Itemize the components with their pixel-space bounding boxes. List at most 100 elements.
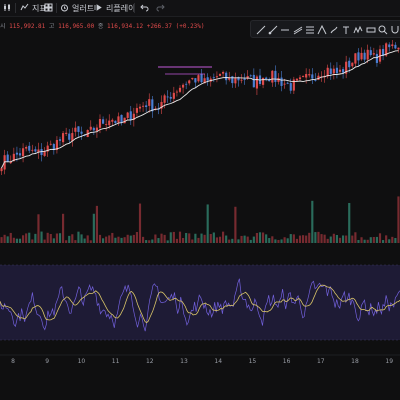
- volume-bar: [108, 235, 111, 243]
- candle-body: [274, 70, 277, 82]
- volume-bar: [92, 213, 95, 243]
- candle-body: [80, 131, 83, 134]
- candle-body: [305, 74, 308, 78]
- candle-body: [338, 69, 342, 72]
- candle-body: [157, 109, 160, 110]
- channel-button[interactable]: [293, 23, 303, 35]
- volume-bar: [89, 240, 92, 243]
- candle-body: [197, 75, 200, 82]
- measure-button[interactable]: [366, 23, 376, 35]
- ray-button[interactable]: [268, 23, 278, 35]
- magnet-button[interactable]: [390, 23, 400, 35]
- candle-body: [6, 154, 9, 162]
- x-tick-label: 10: [78, 358, 86, 365]
- candle-body: [314, 79, 317, 81]
- chart-type-button[interactable]: [3, 2, 12, 14]
- volume-bar: [262, 232, 265, 243]
- change-value: +266.37 (+0.23%): [146, 23, 205, 30]
- volume-bar: [22, 235, 25, 243]
- volume-bar: [169, 232, 172, 243]
- x-tick-label: 16: [283, 358, 291, 365]
- volume-bar: [129, 235, 132, 243]
- trend-line-button[interactable]: [256, 23, 266, 35]
- candle-body: [95, 127, 98, 132]
- volume-bar: [6, 236, 9, 243]
- channel-icon: [293, 20, 303, 39]
- candle-body: [265, 77, 268, 79]
- volume-bar: [203, 234, 206, 243]
- volume-bar: [126, 234, 129, 243]
- volume-bar: [160, 233, 163, 243]
- redo-button[interactable]: [156, 2, 165, 14]
- volume-bar: [197, 237, 200, 243]
- candle-body: [375, 53, 378, 63]
- volume-bar: [332, 233, 335, 243]
- candle-body: [172, 92, 175, 99]
- pattern-button[interactable]: [353, 23, 363, 35]
- volume-bar: [215, 237, 218, 243]
- volume-bar: [255, 233, 258, 243]
- candle-body: [12, 153, 15, 162]
- candle-body: [246, 76, 249, 79]
- volume-bar: [388, 239, 391, 243]
- volume-bar: [314, 232, 317, 243]
- alerts-button[interactable]: 얼러트: [60, 2, 94, 14]
- ruler-icon: [366, 20, 376, 39]
- candle-body: [25, 146, 28, 149]
- volume-bar: [360, 237, 363, 243]
- candle-body: [83, 135, 86, 136]
- volume-bar: [43, 239, 46, 243]
- brush-button[interactable]: [329, 23, 339, 35]
- layout-button[interactable]: [44, 2, 53, 14]
- candle-body: [295, 78, 298, 81]
- volume-bar: [123, 237, 126, 243]
- volume-bar: [228, 239, 231, 243]
- volume-bar: [240, 235, 243, 243]
- replay-button[interactable]: 리플레이: [94, 2, 135, 14]
- indicators-button[interactable]: 지표: [20, 2, 47, 14]
- candle-body: [262, 77, 265, 85]
- pitchfork-button[interactable]: [317, 23, 327, 35]
- replay-label: 리플레이: [106, 3, 136, 13]
- candle-body: [111, 119, 114, 122]
- volume-bar: [212, 232, 215, 243]
- candle-body: [120, 114, 123, 123]
- volume-bar: [117, 236, 120, 243]
- zoom-button[interactable]: [378, 23, 388, 35]
- candle-body: [160, 101, 163, 109]
- volume-bar: [86, 235, 89, 243]
- candle-body: [292, 79, 295, 91]
- volume-bar: [98, 234, 102, 243]
- x-tick-label: 14: [214, 358, 222, 365]
- candle-body: [92, 127, 95, 131]
- volume-bar: [320, 234, 323, 243]
- candle-body: [317, 75, 320, 80]
- candle-body: [332, 68, 335, 74]
- candle-body: [234, 78, 237, 84]
- volume-bar: [49, 233, 52, 243]
- candle-body: [237, 77, 240, 81]
- candle-body: [225, 72, 228, 81]
- undo-button[interactable]: [140, 2, 149, 14]
- candle-body: [311, 74, 314, 79]
- volume-bar: [234, 206, 237, 243]
- fib-button[interactable]: [305, 23, 315, 35]
- candle-body: [55, 140, 58, 150]
- volume-bar: [222, 231, 225, 243]
- fib-icon: [305, 20, 315, 39]
- candle-body: [277, 77, 280, 82]
- volume-bar: [231, 238, 234, 243]
- candle-body: [77, 126, 80, 132]
- candle-body: [391, 44, 394, 47]
- volume-bar: [71, 234, 74, 243]
- x-tick-label: 18: [351, 358, 359, 365]
- volume-bar: [148, 240, 151, 243]
- x-tick-label: 11: [112, 358, 120, 365]
- volume-bar: [326, 238, 329, 243]
- candle-body: [123, 117, 126, 124]
- volume-bar: [225, 235, 228, 243]
- candle-body: [145, 105, 148, 108]
- horizontal-line-button[interactable]: [280, 23, 290, 35]
- text-button[interactable]: [341, 23, 351, 35]
